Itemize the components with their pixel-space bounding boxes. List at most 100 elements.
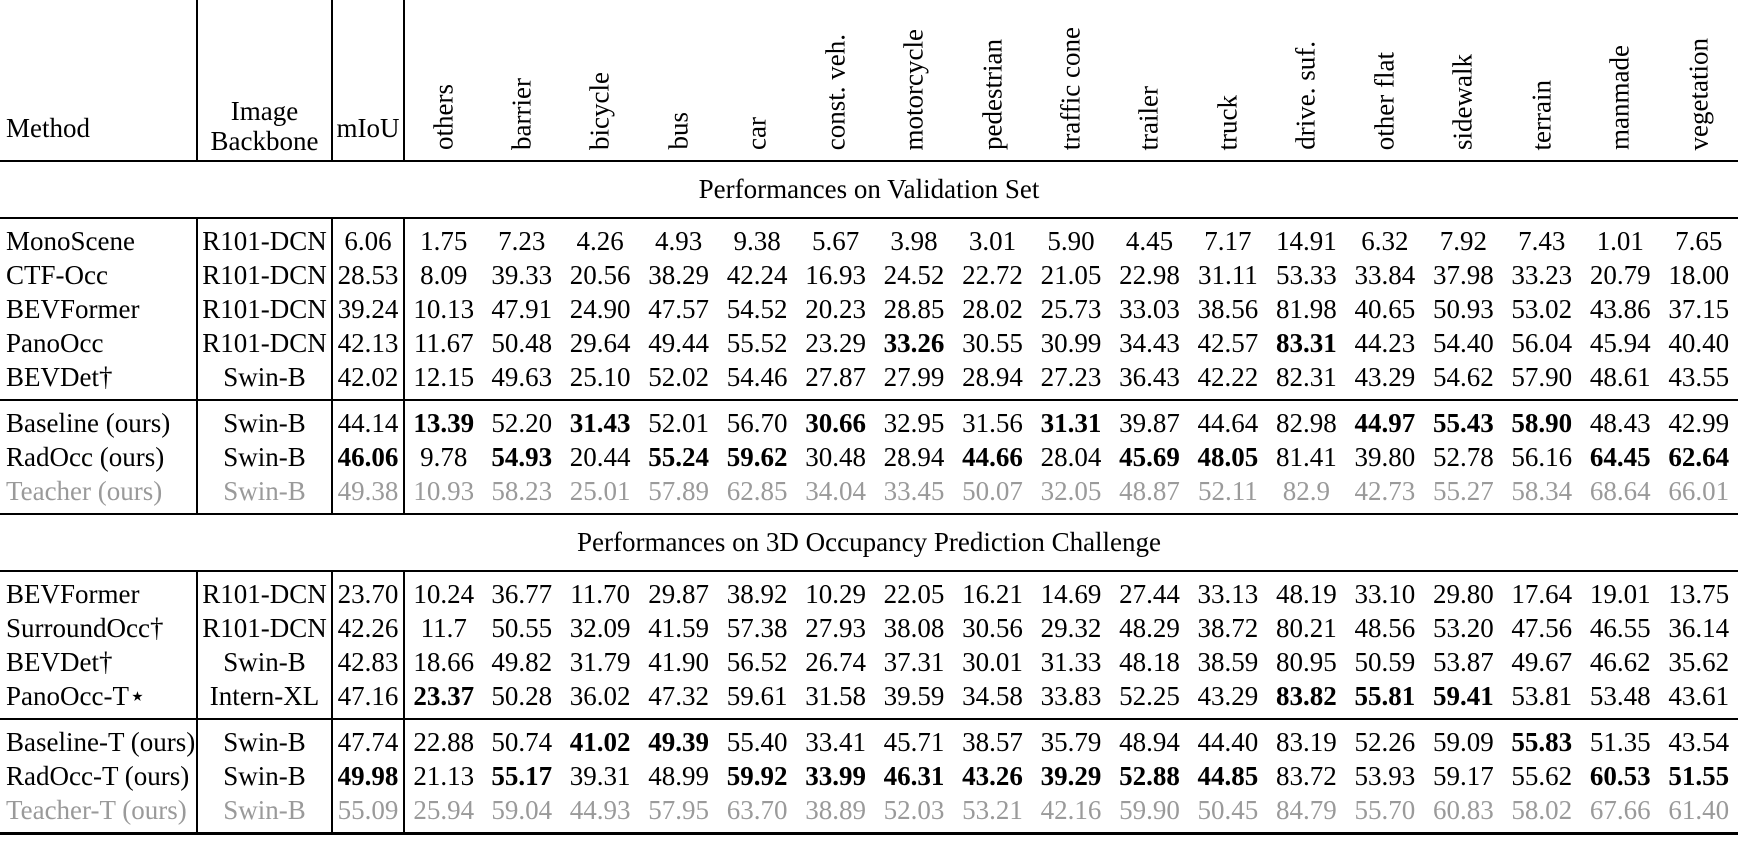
cell-value: 60.53 bbox=[1589, 760, 1651, 791]
cell-miou: 42.13 bbox=[331, 326, 404, 360]
table-row: MonoScene R101-DCN 6.06 1.75 7.23 4.26 4.93 9.3… bbox=[0, 218, 1738, 258]
cell-value: 29.32 bbox=[1040, 612, 1102, 643]
cell-value: 45.94 bbox=[1589, 327, 1651, 358]
table-row: Teacher (ours) Swin-B 49.38 10.93 58.23 25.01… bbox=[0, 474, 1738, 514]
cell-value: 59.17 bbox=[1432, 760, 1494, 791]
cell-value: 80.95 bbox=[1276, 646, 1337, 677]
rotated-class-label: bus bbox=[663, 112, 694, 150]
rotated-class-label: car bbox=[741, 117, 772, 150]
cell-value: 57.38 bbox=[726, 612, 788, 643]
header-row: Method Image Backbone mIoU others barrier bicy… bbox=[0, 0, 1738, 162]
cell-value: 42.73 bbox=[1354, 475, 1416, 506]
cell-value: 36.02 bbox=[569, 680, 631, 711]
cell-value: 61.40 bbox=[1668, 794, 1730, 825]
cell-value: 10.13 bbox=[402, 292, 483, 326]
table-row: RadOcc-T (ours) Swin-B 49.98 21.13 55.17 39.3… bbox=[0, 759, 1738, 793]
cell-value: 50.07 bbox=[962, 475, 1023, 506]
cell-value: 33.23 bbox=[1511, 259, 1573, 290]
cell-value: 54.93 bbox=[491, 441, 553, 472]
cell-value: 33.41 bbox=[796, 718, 875, 759]
cell-value: 46.62 bbox=[1589, 646, 1651, 677]
cell-value: 64.45 bbox=[1589, 441, 1651, 472]
cell-value: 32.95 bbox=[874, 399, 954, 440]
cell-backbone: Swin-B bbox=[196, 759, 332, 793]
cell-value: 4.45 bbox=[1125, 225, 1174, 256]
rotated-class-label: terrain bbox=[1526, 79, 1557, 150]
cell-value: 48.99 bbox=[648, 760, 710, 791]
cell-value: 11.67 bbox=[402, 326, 483, 360]
cell-value: 47.57 bbox=[648, 293, 710, 324]
cell-value: 57.89 bbox=[648, 475, 710, 506]
cell-value: 21.05 bbox=[1040, 259, 1102, 290]
cell-value: 38.56 bbox=[1197, 293, 1259, 324]
cell-backbone: R101-DCN bbox=[196, 611, 332, 645]
cell-value: 46.31 bbox=[883, 760, 945, 791]
cell-value: 43.29 bbox=[1197, 680, 1259, 711]
cell-value: 39.31 bbox=[569, 760, 631, 791]
cell-value: 24.52 bbox=[883, 259, 945, 290]
cell-value: 5.90 bbox=[1047, 225, 1095, 256]
table-row: Baseline-T (ours) Swin-B 47.74 22.88 50.74 41… bbox=[0, 718, 1738, 759]
cell-value: 83.31 bbox=[1276, 327, 1337, 358]
cell-value: 50.48 bbox=[491, 327, 553, 358]
cell-value: 55.17 bbox=[491, 760, 553, 791]
table-row: Baseline (ours) Swin-B 44.14 13.39 52.20 31.4… bbox=[0, 399, 1738, 440]
cell-method: PanoOcc-T⋆ bbox=[6, 680, 146, 711]
cell-value: 55.81 bbox=[1354, 680, 1416, 711]
cell-backbone: Swin-B bbox=[196, 718, 332, 759]
cell-value: 42.22 bbox=[1197, 361, 1259, 392]
cell-value: 33.26 bbox=[883, 327, 945, 358]
section-title-body: Performances on 3D Occupancy Prediction … bbox=[0, 513, 1738, 572]
cell-value: 55.24 bbox=[648, 441, 710, 472]
cell-value: 35.62 bbox=[1668, 646, 1730, 677]
cell-method: RadOcc-T (ours) bbox=[6, 760, 190, 791]
cell-method: Baseline (ours) bbox=[0, 399, 197, 440]
cell-miou: 47.74 bbox=[331, 718, 404, 759]
cell-value: 22.72 bbox=[962, 259, 1023, 290]
cell-value: 50.74 bbox=[482, 718, 561, 759]
cell-value: 28.02 bbox=[962, 293, 1023, 324]
cell-value: 54.46 bbox=[726, 361, 788, 392]
cell-value: 44.40 bbox=[1188, 718, 1268, 759]
cell-value: 54.40 bbox=[1432, 327, 1494, 358]
rotated-class-label: bicycle bbox=[584, 72, 615, 150]
cell-backbone: Swin-B bbox=[196, 645, 332, 679]
cell-value: 43.29 bbox=[1354, 361, 1416, 392]
row-group: Baseline (ours) Swin-B 44.14 13.39 52.20 31.4… bbox=[0, 399, 1738, 514]
col-header-backbone: Image Backbone bbox=[196, 0, 332, 162]
cell-backbone: R101-DCN bbox=[196, 326, 332, 360]
col-header-backbone-line: Image bbox=[230, 95, 299, 126]
cell-value: 55.52 bbox=[726, 327, 788, 358]
section-title-row: Performances on Validation Set bbox=[0, 160, 1738, 219]
cell-value: 44.64 bbox=[1188, 399, 1268, 440]
cell-value: 42.99 bbox=[1659, 399, 1738, 440]
cell-value: 16.93 bbox=[805, 259, 866, 290]
cell-value: 4.26 bbox=[576, 225, 624, 256]
cell-value: 54.52 bbox=[726, 293, 788, 324]
cell-value: 27.23 bbox=[1040, 361, 1102, 392]
rotated-class-label: traffic cone bbox=[1055, 26, 1086, 150]
cell-value: 84.79 bbox=[1276, 794, 1337, 825]
cell-value: 38.89 bbox=[805, 794, 866, 825]
cell-value: 82.9 bbox=[1282, 475, 1331, 506]
cell-value: 38.92 bbox=[726, 578, 788, 609]
cell-value: 42.16 bbox=[1040, 794, 1102, 825]
rotated-class-label: truck bbox=[1212, 94, 1243, 150]
cell-value: 31.58 bbox=[805, 680, 866, 711]
cell-value: 14.91 bbox=[1276, 225, 1337, 256]
cell-method: Teacher-T (ours) bbox=[6, 794, 187, 825]
cell-value: 49.39 bbox=[639, 718, 718, 759]
col-header-class: terrain bbox=[1502, 0, 1582, 162]
table-row: PanoOcc R101-DCN 42.13 11.67 50.48 29.64 49.44… bbox=[0, 326, 1738, 360]
cell-miou: 47.16 bbox=[331, 679, 404, 719]
cell-value: 44.97 bbox=[1345, 399, 1425, 440]
col-header-miou: mIoU bbox=[331, 0, 404, 162]
rotated-class-label: motorcycle bbox=[898, 28, 929, 150]
cell-value: 41.90 bbox=[648, 646, 710, 677]
cell-value: 3.98 bbox=[890, 225, 938, 256]
cell-value: 31.79 bbox=[569, 646, 631, 677]
cell-value: 4.93 bbox=[655, 225, 703, 256]
cell-value: 55.40 bbox=[717, 718, 797, 759]
cell-value: 29.80 bbox=[1432, 578, 1494, 609]
cell-backbone: Swin-B bbox=[196, 440, 332, 474]
